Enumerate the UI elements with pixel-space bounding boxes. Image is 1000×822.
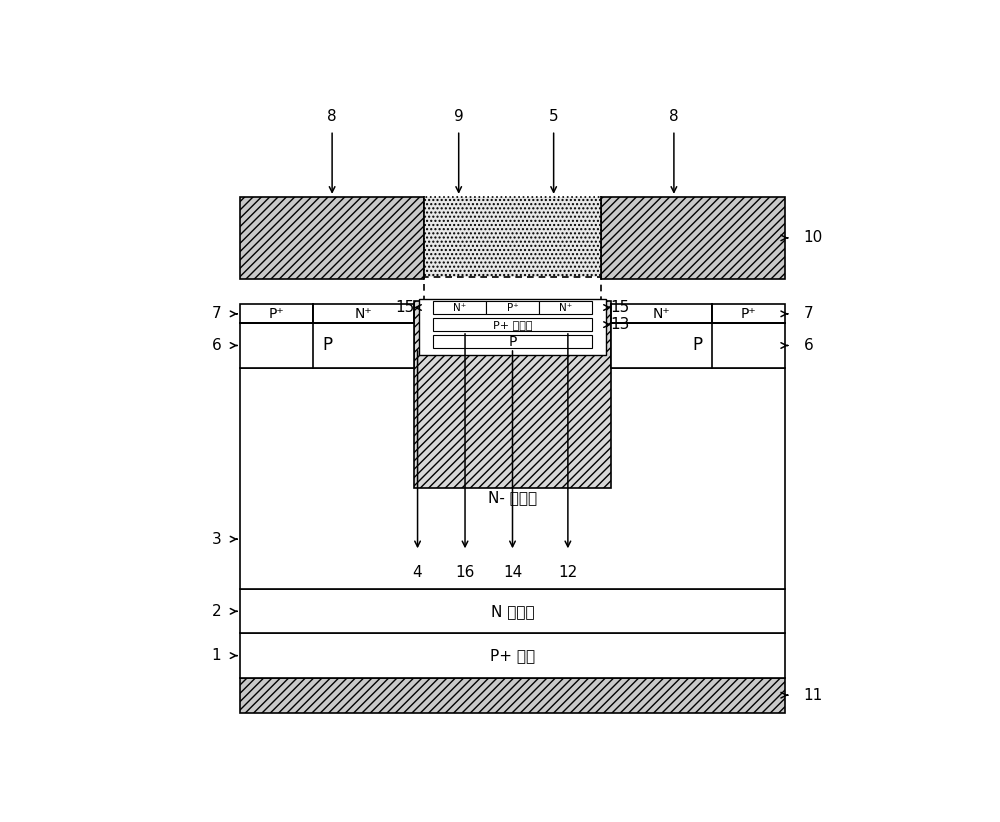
Bar bbox=[240, 367, 785, 589]
Text: 7: 7 bbox=[212, 307, 221, 321]
Text: 5: 5 bbox=[549, 109, 558, 124]
Text: 9: 9 bbox=[454, 109, 464, 124]
Text: 7: 7 bbox=[804, 307, 813, 321]
Text: N⁺: N⁺ bbox=[559, 302, 572, 312]
Text: 15: 15 bbox=[395, 300, 414, 315]
Text: 11: 11 bbox=[804, 688, 823, 703]
Text: P: P bbox=[693, 336, 703, 354]
Text: 10: 10 bbox=[804, 230, 823, 246]
Text: 16: 16 bbox=[455, 565, 475, 580]
Bar bbox=[240, 304, 313, 323]
Bar bbox=[486, 301, 539, 314]
Text: 14: 14 bbox=[503, 565, 522, 580]
Bar bbox=[414, 301, 611, 488]
Text: 4: 4 bbox=[413, 565, 422, 580]
Bar bbox=[240, 196, 424, 279]
Text: 1: 1 bbox=[212, 648, 221, 663]
Bar bbox=[433, 318, 592, 331]
Text: P⁺: P⁺ bbox=[507, 302, 518, 312]
Bar bbox=[433, 301, 486, 314]
Text: 6: 6 bbox=[804, 338, 813, 353]
Text: P: P bbox=[322, 336, 332, 354]
Text: N 缓冲层: N 缓冲层 bbox=[491, 604, 534, 619]
Bar bbox=[712, 304, 785, 323]
Text: 15: 15 bbox=[611, 300, 630, 315]
Text: 8: 8 bbox=[327, 109, 337, 124]
Text: P⁺: P⁺ bbox=[269, 307, 285, 321]
Bar bbox=[240, 323, 414, 367]
Text: 12: 12 bbox=[558, 565, 578, 580]
Text: 2: 2 bbox=[212, 604, 221, 619]
Bar bbox=[611, 304, 712, 323]
Text: N⁺: N⁺ bbox=[652, 307, 670, 321]
Text: P⁺: P⁺ bbox=[740, 307, 756, 321]
Text: P+ 屏蔽层: P+ 屏蔽层 bbox=[493, 320, 532, 330]
Text: N⁺: N⁺ bbox=[355, 307, 373, 321]
Bar bbox=[433, 335, 592, 348]
Bar bbox=[240, 678, 785, 713]
Text: 13: 13 bbox=[611, 317, 630, 332]
Bar bbox=[601, 196, 785, 279]
Bar bbox=[313, 304, 414, 323]
Bar bbox=[424, 196, 601, 279]
Text: N- 漂移区: N- 漂移区 bbox=[488, 490, 537, 505]
Bar bbox=[424, 277, 601, 301]
Bar bbox=[240, 589, 785, 634]
Bar bbox=[539, 301, 592, 314]
Text: N⁺: N⁺ bbox=[453, 302, 466, 312]
Text: 6: 6 bbox=[212, 338, 221, 353]
Text: 8: 8 bbox=[669, 109, 679, 124]
Text: 3: 3 bbox=[212, 532, 221, 547]
Bar bbox=[419, 299, 606, 355]
Bar bbox=[611, 323, 785, 367]
Bar bbox=[240, 634, 785, 678]
Text: P: P bbox=[508, 335, 517, 349]
Text: P+ 衬底: P+ 衬底 bbox=[490, 648, 535, 663]
